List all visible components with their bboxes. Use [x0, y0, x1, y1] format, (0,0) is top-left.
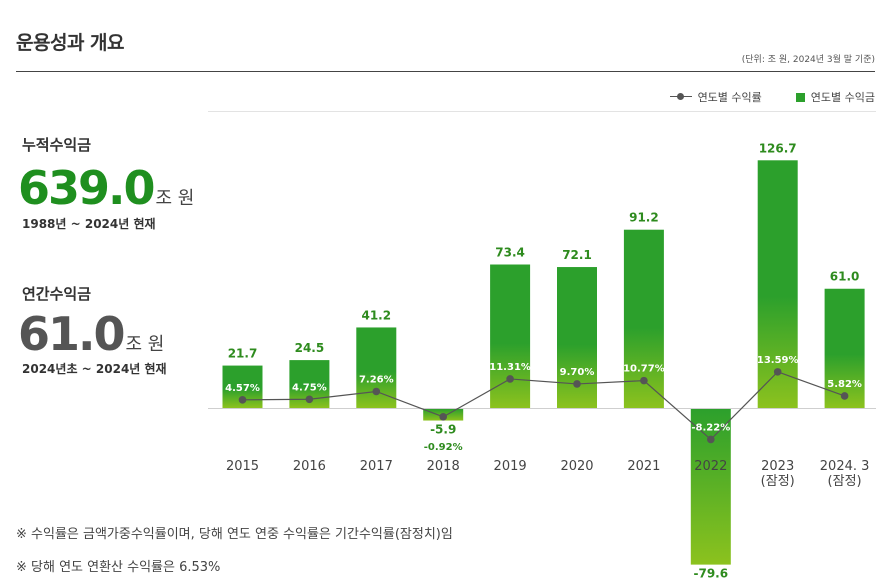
rate-point-3 [439, 413, 448, 421]
rate-point-7 [707, 435, 715, 444]
rate-line [242, 371, 845, 441]
cumulative-label: 누적수익금 [22, 136, 92, 154]
bar-value-label-6: 91.2 [629, 211, 659, 225]
page-title: 운용성과 개요 [16, 32, 125, 54]
rate-label-6: 10.77% [623, 364, 665, 375]
legend-rate-label: 연도별 수익률 [697, 91, 762, 104]
rate-point-1 [305, 395, 314, 404]
bar-value-label-0: 21.7 [228, 347, 258, 361]
rate-label-8: 13.59% [757, 355, 799, 366]
rate-label-1: 4.75% [292, 382, 327, 393]
bar-value-label-1: 24.5 [295, 341, 325, 355]
annual-value: 61.0 [18, 307, 125, 361]
footnote-1: ※ 수익률은 금액가중수익률이며, 당해 연도 연중 수익률은 기간수익률(잠정… [16, 527, 453, 542]
rate-label-5: 9.70% [560, 367, 595, 378]
rate-label-2: 7.26% [359, 374, 394, 385]
bar-9 [824, 288, 865, 408]
legend-amount-label: 연도별 수익금 [810, 91, 875, 104]
rate-label-7: -8.22% [691, 422, 730, 433]
annual-unit: 조 원 [125, 334, 165, 355]
annual-label: 연간수익금 [22, 285, 92, 303]
rate-point-8 [773, 368, 782, 376]
bar-value-label-5: 72.1 [562, 248, 592, 262]
cumulative-value: 639.0 [18, 161, 156, 215]
chart-legend: 연도별 수익률 연도별 수익금 [669, 89, 875, 105]
bar-2 [356, 327, 397, 408]
bar-8 [757, 160, 798, 408]
rate-point-5 [573, 380, 581, 388]
x-tick-label-2-0: 2017 [360, 459, 393, 474]
rate-label-4: 11.31% [489, 362, 531, 373]
line-legend-icon [669, 92, 692, 102]
title-divider [16, 71, 875, 72]
annual-period: 2024년초 ~ 2024년 현재 [22, 362, 167, 376]
rate-point-9 [840, 392, 849, 400]
cumulative-value-block: 639.0 조 원 [18, 165, 194, 211]
bar-7 [690, 409, 731, 565]
annual-value-block: 61.0 조 원 [18, 311, 164, 357]
bar-value-label-2: 41.2 [361, 308, 391, 322]
cumulative-period: 1988년 ~ 2024년 현재 [22, 217, 156, 231]
rate-label-9: 5.82% [827, 379, 862, 390]
bar-value-label-7: -79.6 [694, 567, 729, 581]
x-tick-label-3-0: 2018 [427, 459, 460, 474]
x-tick-label-7-0: 2022 [694, 459, 727, 474]
rate-point-6 [640, 376, 648, 385]
rate-point-0 [238, 396, 247, 404]
rate-label-3: -0.92% [424, 442, 463, 453]
x-tick-label-9-0: 2024. 3 [820, 459, 870, 474]
bar-4 [490, 264, 531, 408]
x-tick-label-6-0: 2021 [627, 459, 660, 474]
rate-label-0: 4.57% [225, 383, 260, 394]
x-tick-label-9-1: (잠정) [828, 474, 862, 489]
unit-note: (단위: 조 원, 2024년 3월 말 기준) [741, 55, 875, 65]
x-tick-label-0-0: 2015 [226, 459, 259, 474]
cumulative-unit: 조 원 [155, 188, 195, 209]
x-tick-label-1-0: 2016 [293, 459, 326, 474]
x-tick-label-8-1: (잠정) [761, 474, 795, 489]
rate-point-2 [372, 387, 381, 396]
bar-legend-icon [795, 92, 805, 102]
bar-value-label-9: 61.0 [830, 270, 860, 284]
bar-value-label-8: 126.7 [759, 141, 797, 155]
bar-value-label-4: 73.4 [495, 246, 525, 260]
x-tick-label-4-0: 2019 [494, 459, 527, 474]
x-tick-label-8-0: 2023 [761, 459, 794, 474]
bar-value-label-3: -5.9 [430, 423, 456, 437]
x-tick-label-5-0: 2020 [560, 459, 593, 474]
footnote-2: ※ 당해 연도 연환산 수익률은 6.53% [16, 560, 221, 575]
rate-point-4 [506, 375, 514, 383]
